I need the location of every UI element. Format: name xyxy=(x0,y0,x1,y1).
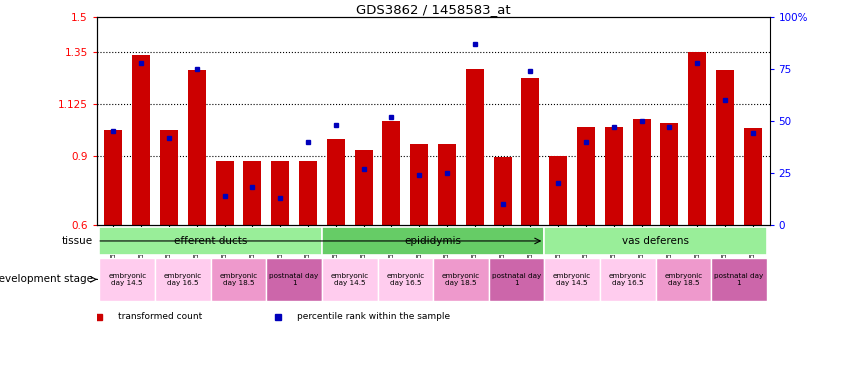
Bar xyxy=(378,258,433,301)
Bar xyxy=(544,258,600,301)
Text: embryonic
day 14.5: embryonic day 14.5 xyxy=(331,273,369,286)
Bar xyxy=(155,258,211,301)
Bar xyxy=(743,128,762,225)
Bar xyxy=(99,227,322,255)
Text: embryonic
day 18.5: embryonic day 18.5 xyxy=(664,273,702,286)
Bar xyxy=(632,119,651,225)
Bar xyxy=(215,161,234,225)
Bar xyxy=(438,144,456,225)
Text: efferent ducts: efferent ducts xyxy=(174,236,247,246)
Bar xyxy=(160,130,178,225)
Text: transformed count: transformed count xyxy=(118,312,202,321)
Text: percentile rank within the sample: percentile rank within the sample xyxy=(297,312,450,321)
Bar xyxy=(494,157,511,225)
Bar xyxy=(521,78,539,225)
Text: embryonic
day 18.5: embryonic day 18.5 xyxy=(220,273,257,286)
Text: embryonic
day 14.5: embryonic day 14.5 xyxy=(108,273,146,286)
Bar xyxy=(600,258,655,301)
Bar xyxy=(549,156,568,225)
Bar xyxy=(104,130,123,225)
Text: embryonic
day 14.5: embryonic day 14.5 xyxy=(553,273,591,286)
Text: embryonic
day 18.5: embryonic day 18.5 xyxy=(442,273,480,286)
Bar xyxy=(132,55,151,225)
Bar xyxy=(433,258,489,301)
Text: tissue: tissue xyxy=(61,236,93,246)
Bar xyxy=(322,258,378,301)
Bar xyxy=(489,258,544,301)
Bar xyxy=(243,161,262,225)
Bar xyxy=(605,127,623,225)
Text: development stage: development stage xyxy=(0,274,93,285)
Bar xyxy=(660,123,679,225)
Bar xyxy=(188,70,206,225)
Bar xyxy=(466,69,484,225)
Bar xyxy=(322,227,544,255)
Text: embryonic
day 16.5: embryonic day 16.5 xyxy=(164,273,202,286)
Bar xyxy=(383,121,400,225)
Bar xyxy=(299,161,317,225)
Bar xyxy=(327,139,345,225)
Bar xyxy=(99,258,155,301)
Text: epididymis: epididymis xyxy=(405,236,462,246)
Text: embryonic
day 16.5: embryonic day 16.5 xyxy=(386,273,425,286)
Bar xyxy=(271,161,289,225)
Bar xyxy=(688,52,706,225)
Text: postnatal day
1: postnatal day 1 xyxy=(492,273,541,286)
Bar xyxy=(711,258,767,301)
Bar xyxy=(544,227,767,255)
Bar xyxy=(577,127,595,225)
Text: postnatal day
1: postnatal day 1 xyxy=(714,273,764,286)
Text: vas deferens: vas deferens xyxy=(622,236,689,246)
Bar xyxy=(655,258,711,301)
Title: GDS3862 / 1458583_at: GDS3862 / 1458583_at xyxy=(356,3,510,16)
Bar xyxy=(355,150,373,225)
Bar xyxy=(211,258,267,301)
Bar xyxy=(267,258,322,301)
Bar xyxy=(716,70,734,225)
Text: postnatal day
1: postnatal day 1 xyxy=(269,273,319,286)
Text: embryonic
day 16.5: embryonic day 16.5 xyxy=(609,273,647,286)
Bar xyxy=(410,144,428,225)
